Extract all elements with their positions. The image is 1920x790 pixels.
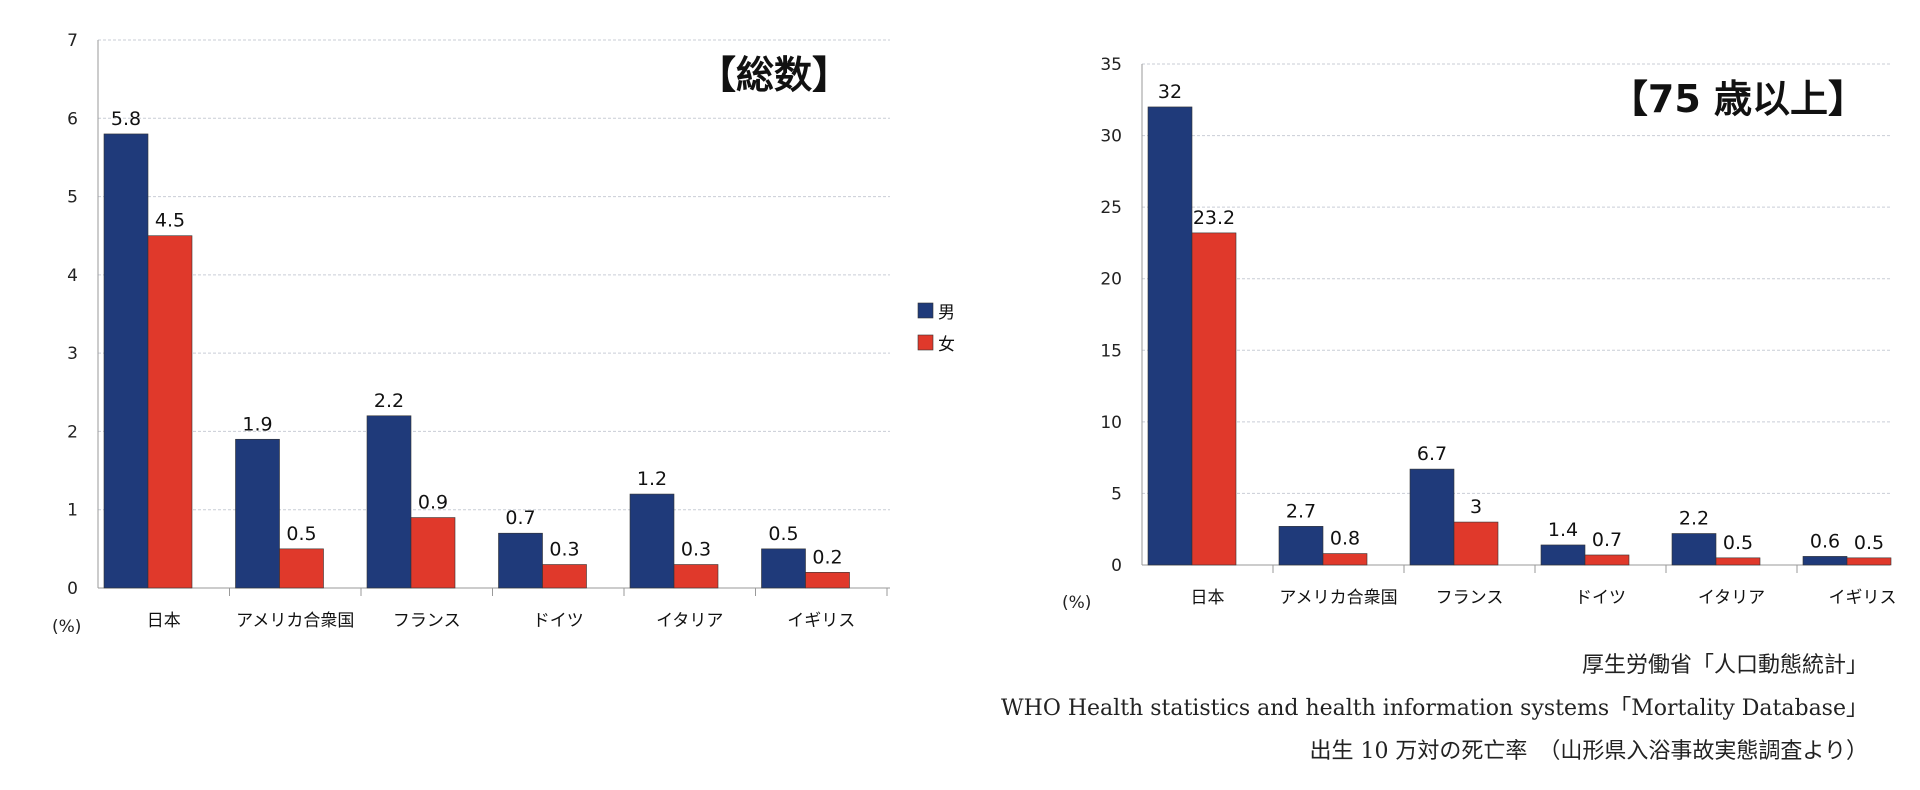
bar-female (147, 235, 193, 589)
data-label: 0.3 (681, 539, 711, 561)
y-tick-label: 20 (1100, 270, 1122, 290)
bar-female (1322, 553, 1368, 566)
data-label: 32 (1158, 81, 1182, 103)
bar-female (410, 517, 456, 589)
x-category-label: イギリス (1829, 588, 1897, 608)
y-tick-label: 5 (1111, 484, 1122, 504)
x-category-label: 日本 (1191, 588, 1225, 608)
data-label: 0.5 (1723, 532, 1753, 554)
y-tick-label: 1 (67, 501, 78, 521)
data-label: 0.2 (812, 546, 842, 568)
bar-male (1671, 533, 1717, 566)
y-tick-label: 35 (1100, 55, 1122, 75)
data-label: 2.2 (1679, 508, 1709, 530)
y-tick-label: 3 (67, 344, 78, 364)
data-label: 0.6 (1810, 530, 1840, 552)
data-label: 6.7 (1417, 443, 1447, 465)
y-tick-label: 15 (1100, 341, 1122, 361)
y-tick-label: 2 (67, 422, 78, 442)
x-category-label: ドイツ (533, 611, 584, 631)
x-category-label: アメリカ合衆国 (1279, 588, 1397, 608)
bar-male (1802, 556, 1848, 566)
data-label: 0.5 (1854, 532, 1884, 554)
bar-male (103, 133, 149, 589)
x-category-label: アメリカ合衆国 (236, 611, 354, 631)
bar-female (1584, 554, 1630, 566)
legend-swatch-female (917, 334, 934, 351)
x-category-label: 日本 (147, 611, 181, 631)
bar-male (235, 438, 280, 589)
bar-female (1191, 232, 1237, 566)
bar-female (673, 564, 719, 589)
bar-male (498, 532, 543, 589)
x-category-label: イタリア (656, 611, 723, 631)
bar-male (366, 415, 412, 589)
bar-male (629, 493, 675, 589)
data-label: 0.3 (549, 539, 579, 561)
bar-male (1278, 526, 1324, 566)
data-label: 3 (1470, 496, 1482, 518)
data-label: 0.7 (1592, 529, 1622, 551)
y-tick-label: 10 (1100, 413, 1122, 433)
data-label: 5.8 (111, 108, 141, 130)
bar-female (805, 572, 850, 589)
bar-female (542, 564, 587, 589)
chart-title: 【総数】 (698, 53, 850, 97)
bar-female (279, 548, 324, 589)
x-category-label: フランス (1436, 588, 1504, 608)
data-label: 1.2 (637, 468, 667, 490)
x-category-label: イギリス (787, 611, 855, 631)
data-label: 4.5 (155, 210, 185, 232)
bar-female (1715, 557, 1761, 566)
legend-label: 女 (938, 335, 955, 355)
legend-label: 男 (938, 303, 955, 323)
bar-male (1409, 468, 1455, 566)
data-label: 23.2 (1193, 207, 1235, 229)
y-tick-label: 4 (67, 266, 78, 286)
data-label: 0.5 (768, 523, 798, 545)
data-label: 1.4 (1548, 519, 1578, 541)
data-label: 0.8 (1330, 528, 1360, 550)
bar-male (761, 548, 806, 589)
bar-male (1147, 106, 1193, 566)
y-tick-label: 30 (1100, 127, 1122, 147)
y-tick-label: 25 (1100, 198, 1122, 218)
x-category-label: ドイツ (1575, 588, 1626, 608)
y-tick-label: 6 (67, 109, 78, 129)
chart-title: 【75 歳以上】 (1610, 77, 1866, 121)
data-label: 2.2 (374, 390, 404, 412)
x-category-label: フランス (393, 611, 461, 631)
y-tick-label: 5 (67, 188, 78, 208)
bar-male (1540, 544, 1586, 566)
unit-label: (%) (1062, 593, 1091, 613)
y-tick-label: 0 (1111, 556, 1122, 576)
y-tick-label: 0 (67, 579, 78, 599)
y-tick-label: 7 (67, 31, 78, 51)
unit-label: (%) (52, 617, 81, 637)
data-label: 1.9 (242, 413, 272, 435)
legend-swatch-male (917, 302, 934, 319)
data-label: 2.7 (1286, 500, 1316, 522)
source-line-3: 出生 10 万対の死亡率 （山形県入浴事故実態調査より） (1309, 739, 1868, 764)
data-label: 0.5 (286, 523, 316, 545)
x-category-label: イタリア (1698, 588, 1765, 608)
source-line-1: 厚生労働省「人口動態統計」 (1581, 653, 1868, 678)
bar-female (1846, 557, 1892, 566)
source-line-2: WHO Health statistics and health informa… (1001, 696, 1868, 721)
data-label: 0.9 (418, 492, 448, 514)
data-label: 0.7 (505, 507, 535, 529)
bar-female (1453, 521, 1499, 566)
